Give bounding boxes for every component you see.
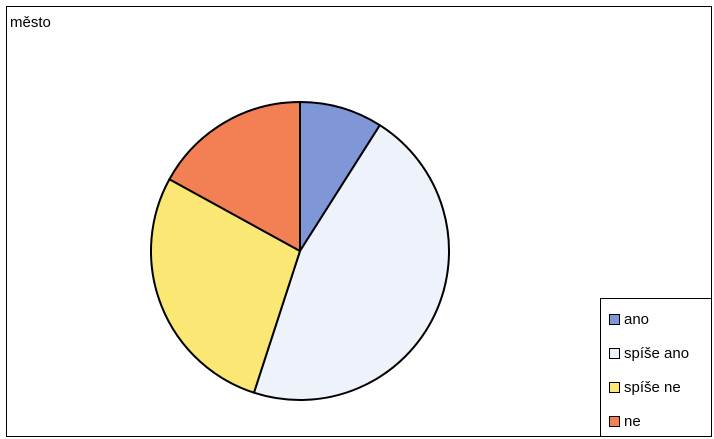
- legend-label-2: spíše ne: [624, 378, 681, 396]
- pie-slice-1: [252, 124, 450, 401]
- legend: ano spíše ano spíše ne ne: [600, 298, 712, 437]
- pie-slice-0: [299, 101, 381, 252]
- legend-item-2: spíše ne: [609, 377, 681, 397]
- legend-label-0: ano: [624, 310, 650, 328]
- legend-item-1: spíše ano: [609, 343, 689, 363]
- legend-label-1: spíše ano: [624, 344, 690, 362]
- legend-item-3: ne: [609, 411, 641, 431]
- legend-label-3: ne: [624, 412, 641, 430]
- legend-swatch-1: [609, 347, 620, 359]
- pie-slice-2: [150, 178, 301, 394]
- chart-title: město: [10, 14, 51, 31]
- legend-swatch-3: [609, 415, 620, 427]
- legend-swatch-0: [609, 313, 620, 325]
- pie-slice-3: [168, 101, 301, 252]
- legend-swatch-2: [609, 381, 620, 393]
- legend-item-0: ano: [609, 309, 649, 329]
